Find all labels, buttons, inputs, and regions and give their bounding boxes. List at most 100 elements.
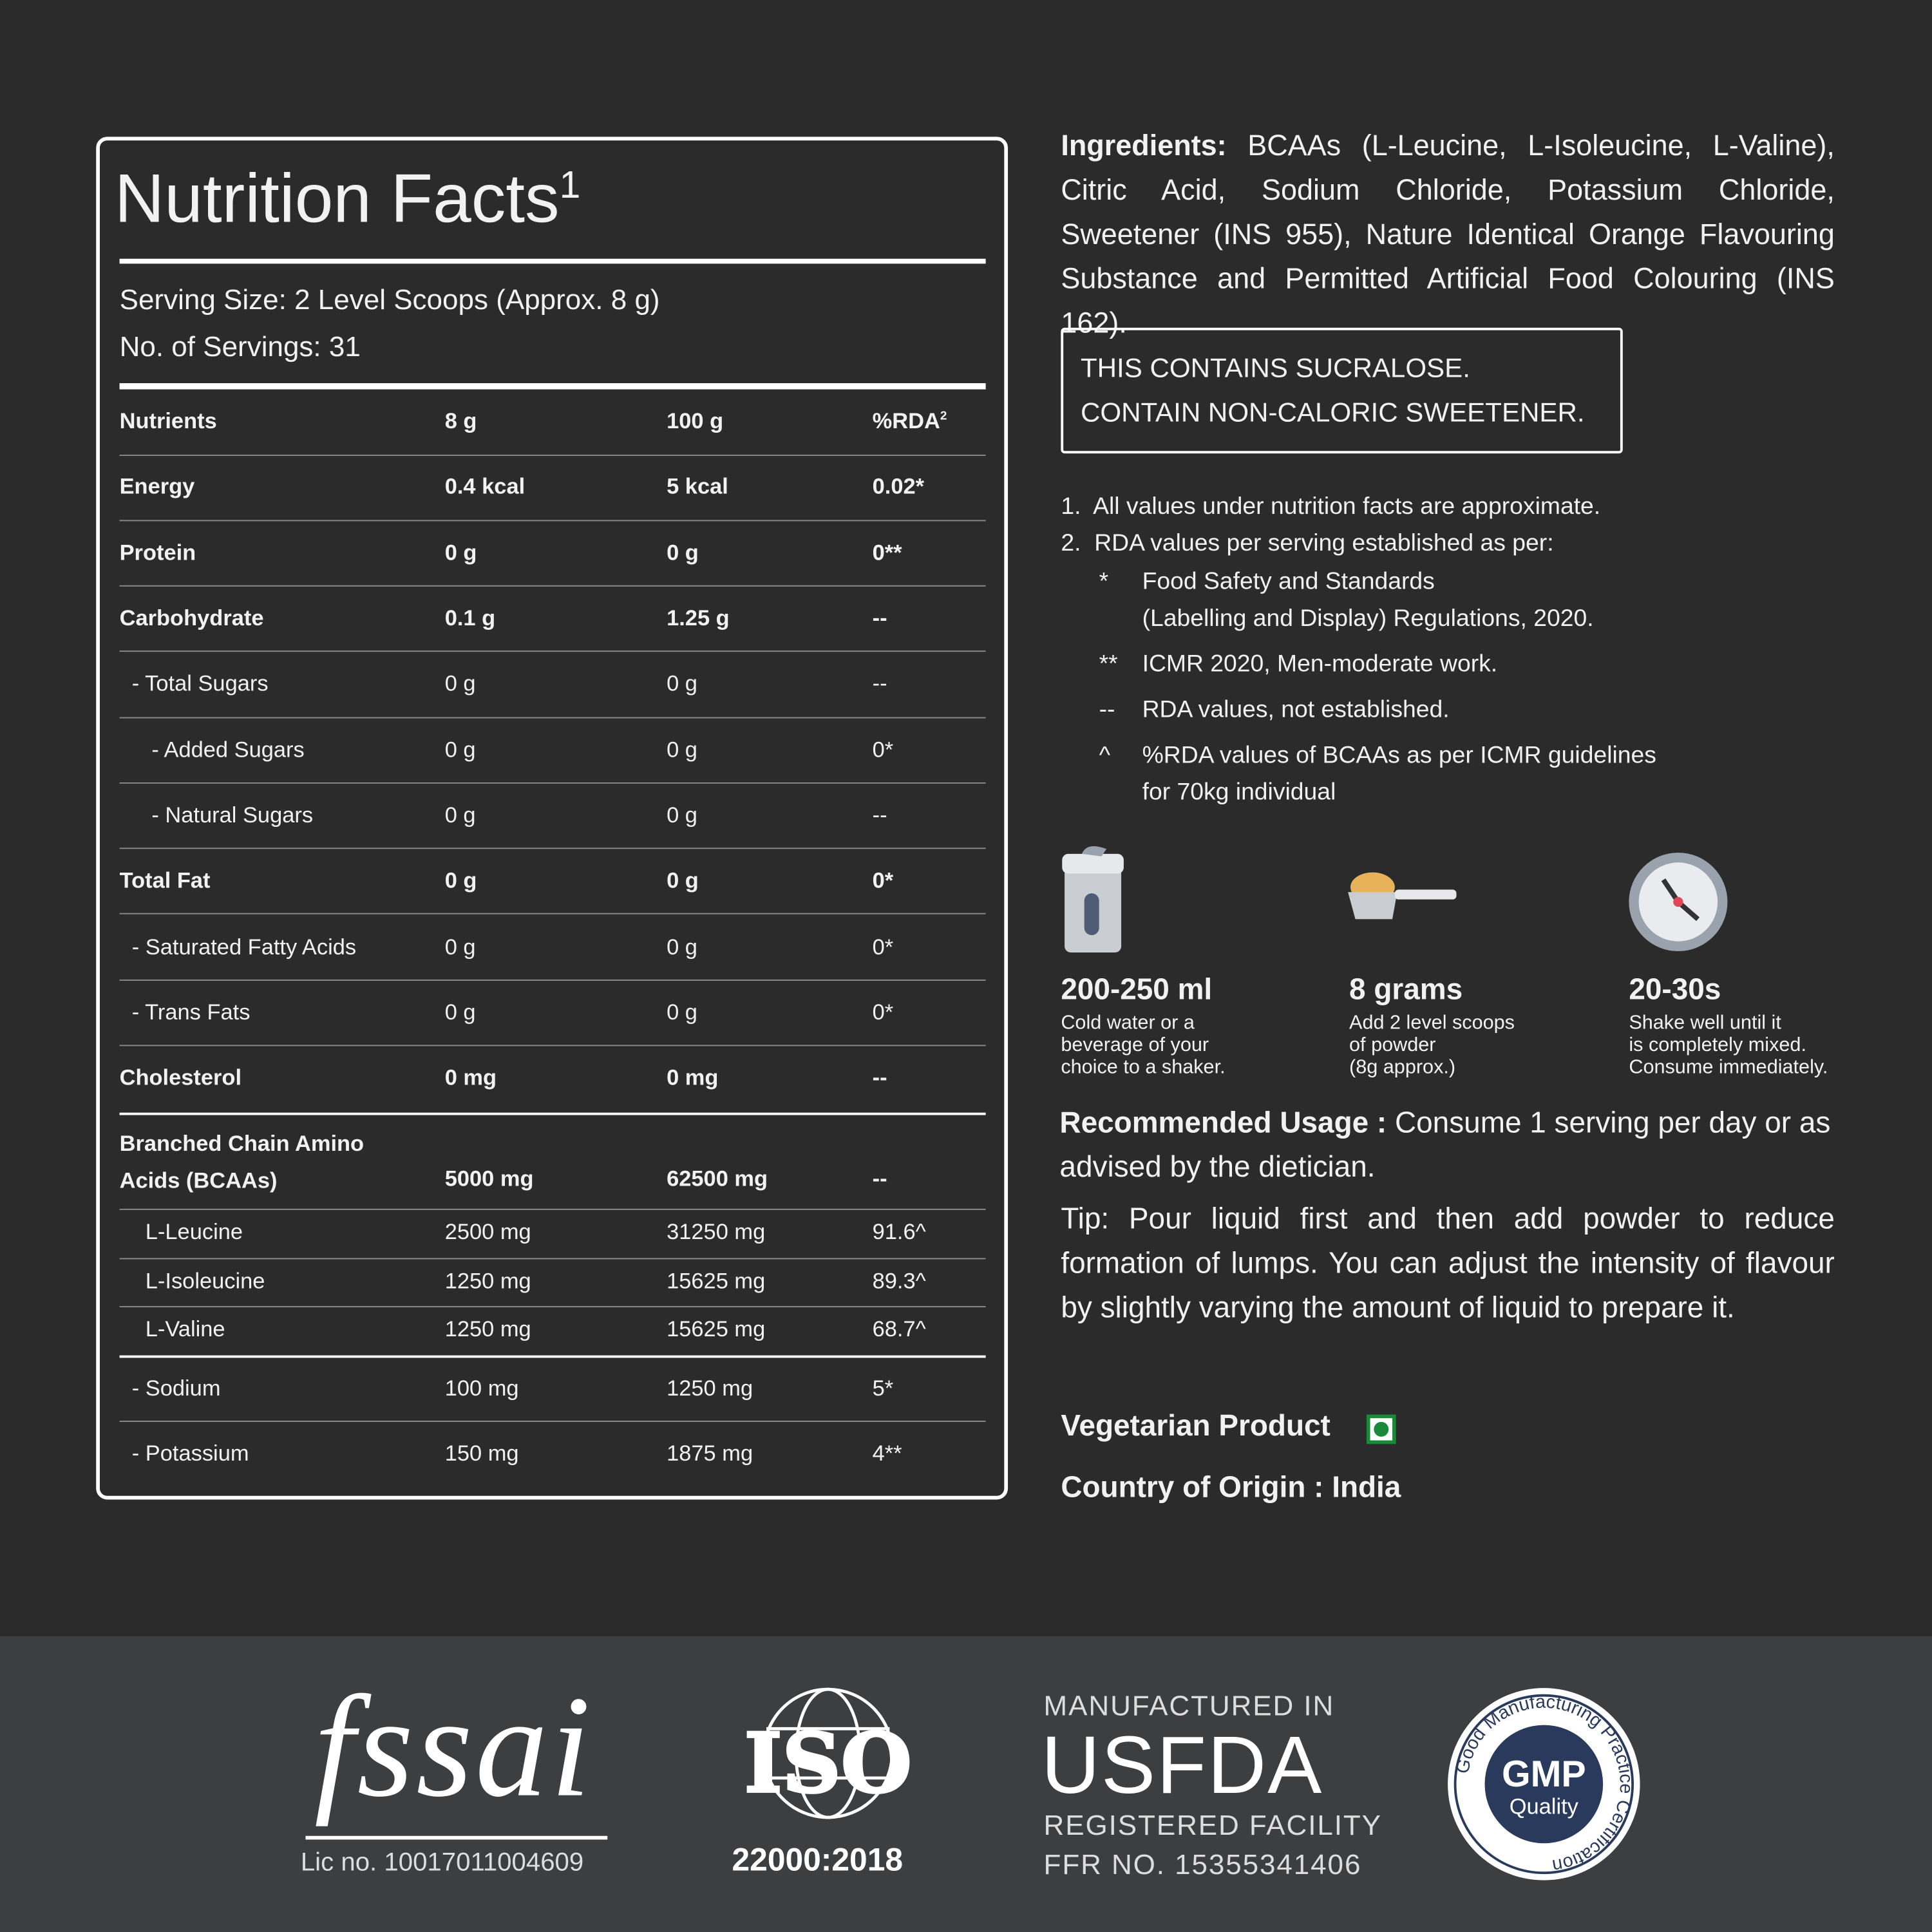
table-cell: 68.7^	[872, 1316, 926, 1341]
vegetarian: Vegetarian Product	[1061, 1409, 1331, 1443]
origin: Country of Origin : India	[1061, 1471, 1401, 1505]
table-cell: 15625 mg	[667, 1268, 766, 1293]
table-cell: 0 g	[667, 802, 697, 828]
ingredients-text: BCAAs (L-Leucine, L-Isoleucine, L-Valine…	[1061, 129, 1835, 339]
step-title: 200-250 ml	[1061, 973, 1213, 1007]
table-cell: 0 g	[444, 867, 477, 893]
scoop-icon	[1348, 872, 1457, 920]
ingredients-label: Ingredients:	[1061, 129, 1227, 162]
clock-icon	[1629, 852, 1728, 952]
gmp-logo: GMP	[1502, 1754, 1586, 1795]
row-separator	[119, 1421, 986, 1422]
step-line: Cold water or a	[1061, 1012, 1195, 1034]
table-cell: L-Isoleucine	[145, 1268, 265, 1293]
table-cell: - Total Sugars	[131, 670, 269, 696]
row-separator	[119, 1112, 986, 1115]
note-line: %RDA values of BCAAs as per ICMR guideli…	[1142, 741, 1656, 769]
nutrition-title: Nutrition Facts1	[115, 158, 580, 238]
table-cell: 0 mg	[444, 1065, 497, 1090]
table-cell: - Potassium	[131, 1441, 249, 1466]
table-cell: 0*	[872, 999, 894, 1025]
table-cell: 91.6^	[872, 1219, 926, 1244]
step-line: (8g approx.)	[1349, 1057, 1456, 1079]
note: 1. All values under nutrition facts are …	[1061, 493, 1601, 520]
table-cell: 5*	[872, 1376, 894, 1401]
rule	[119, 258, 986, 264]
column-header: %RDA2	[872, 408, 947, 433]
table-cell: 0*	[872, 737, 894, 762]
table-cell: --	[872, 605, 887, 630]
note-symbol: ^	[1099, 741, 1111, 769]
veg-icon	[1366, 1414, 1396, 1444]
table-cell: - Natural Sugars	[151, 802, 314, 828]
note-symbol: *	[1099, 568, 1109, 596]
table-cell: Branched Chain Amino Acids (BCAAs)	[119, 1131, 365, 1193]
note-line: RDA values, not established.	[1142, 696, 1450, 724]
iso-logo: ISO	[743, 1714, 913, 1812]
title: Nutrition Facts	[114, 158, 560, 237]
table-cell: 1.25 g	[667, 605, 730, 630]
title-note: 1	[559, 163, 581, 207]
nutrition-panel	[96, 137, 1009, 1500]
table-cell: 5000 mg	[444, 1166, 534, 1191]
table-cell: --	[872, 1166, 887, 1191]
row-separator	[119, 782, 986, 784]
step-line: is completely mixed.	[1629, 1035, 1806, 1056]
table-cell: 0*	[872, 867, 894, 893]
table-cell: --	[872, 670, 887, 696]
column-note: 2	[940, 410, 947, 424]
table-cell: 1250 mg	[444, 1268, 531, 1293]
table-cell: 0*	[872, 934, 894, 960]
iso-globe	[762, 1687, 894, 1819]
table-cell: 0 g	[667, 540, 699, 565]
warning-line: THIS CONTAINS SUCRALOSE.	[1080, 352, 1470, 384]
row-separator	[119, 650, 986, 652]
table-cell: 1250 mg	[444, 1316, 531, 1341]
usfda-line: REGISTERED FACILITY	[1043, 1808, 1382, 1841]
table-cell: 0.02*	[872, 473, 925, 498]
row-separator	[119, 848, 986, 849]
table-cell: Energy	[119, 473, 195, 498]
table-cell: Cholesterol	[119, 1065, 242, 1090]
step-title: 8 grams	[1349, 973, 1463, 1007]
table-cell: 0 g	[667, 934, 697, 960]
table-cell: 0 g	[667, 737, 697, 762]
usage-label: Recommended Usage :	[1059, 1106, 1387, 1140]
table-cell: 2500 mg	[444, 1219, 531, 1244]
table-cell: 150 mg	[444, 1441, 519, 1466]
column-header: Nutrients	[119, 408, 217, 433]
step-line: of powder	[1349, 1035, 1436, 1056]
table-cell: 4**	[872, 1441, 902, 1466]
warning-line: CONTAIN NON-CALORIC SWEETENER.	[1080, 397, 1585, 428]
note-line: for 70kg individual	[1142, 779, 1336, 806]
table-cell: 0 g	[667, 999, 697, 1025]
step-line: Shake well until it	[1629, 1012, 1781, 1034]
table-cell: L-Valine	[145, 1316, 225, 1341]
iso-standard: 22000:2018	[732, 1841, 904, 1878]
note-text: All values under nutrition facts are app…	[1093, 493, 1601, 520]
note-line: (Labelling and Display) Regulations, 202…	[1142, 605, 1594, 632]
table-cell: 0**	[872, 540, 902, 565]
fssai-underline	[305, 1835, 608, 1840]
table-cell: 0 g	[444, 670, 476, 696]
fssai-license: Lic no. 10017011004609	[300, 1848, 584, 1877]
row-separator	[119, 913, 986, 914]
table-cell: 0 g	[444, 802, 476, 828]
table-cell: 89.3^	[872, 1268, 926, 1293]
step-line: choice to a shaker.	[1061, 1057, 1226, 1079]
note-line: ICMR 2020, Men-moderate work.	[1142, 650, 1498, 678]
note-line: Food Safety and Standards	[1142, 568, 1435, 596]
note: 2. RDA values per serving established as…	[1061, 529, 1554, 557]
table-cell: --	[872, 1065, 887, 1090]
table-cell: L-Leucine	[145, 1219, 243, 1244]
note-symbol: --	[1099, 696, 1115, 724]
usfda-logo: USFDA	[1041, 1719, 1323, 1810]
table-cell: 1875 mg	[667, 1441, 753, 1466]
step-line: beverage of your	[1061, 1035, 1209, 1056]
table-cell: 15625 mg	[667, 1316, 766, 1341]
table-cell: Protein	[119, 540, 196, 565]
table-cell: - Saturated Fatty Acids	[131, 934, 357, 960]
table-cell: 5 kcal	[667, 473, 728, 498]
table-cell: - Added Sugars	[151, 737, 305, 762]
